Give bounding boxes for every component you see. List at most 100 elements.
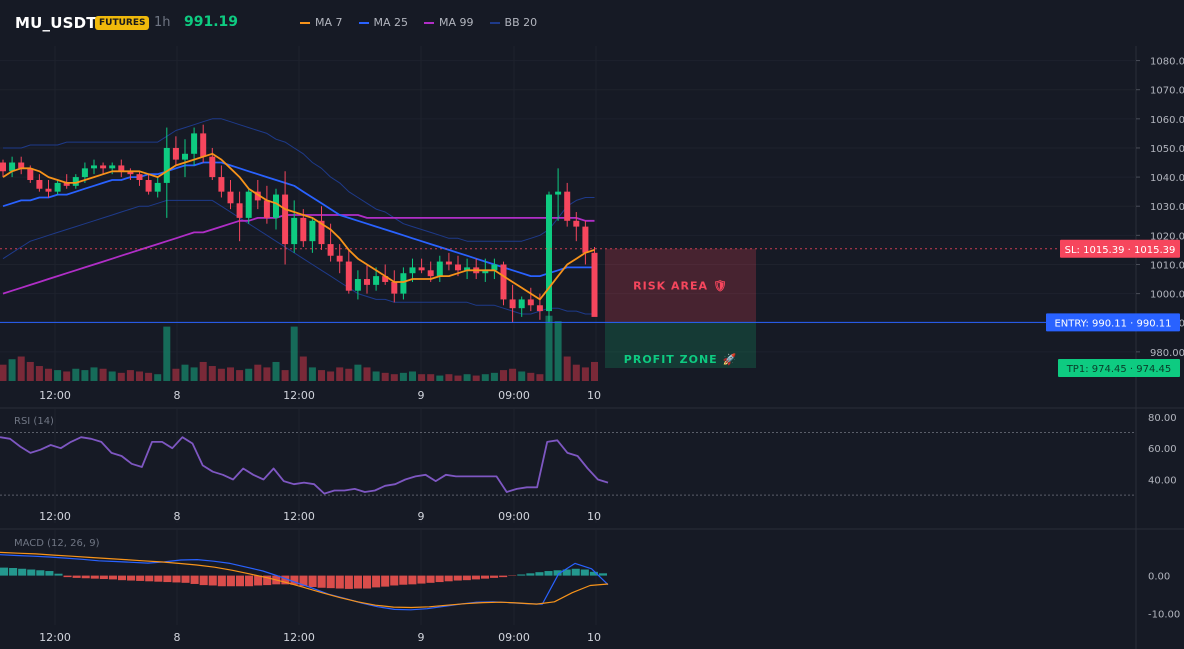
candle-body bbox=[309, 220, 316, 242]
volume-bar bbox=[345, 368, 353, 381]
macd-histogram-bar bbox=[480, 575, 490, 579]
macd-histogram-bar bbox=[226, 575, 235, 587]
volume-bar bbox=[581, 367, 589, 381]
volume-bar bbox=[481, 374, 489, 381]
macd-histogram-bar bbox=[63, 575, 72, 578]
candle-body bbox=[218, 177, 225, 192]
candle-body bbox=[91, 165, 97, 169]
macd-histogram-bar bbox=[598, 573, 607, 576]
candle-body bbox=[100, 165, 107, 169]
candles bbox=[0, 124, 598, 323]
macd-histogram-bar bbox=[72, 575, 81, 578]
volume-bar bbox=[318, 370, 325, 381]
level-label-bg bbox=[1046, 313, 1180, 332]
y-tick-label: 980.00 bbox=[1150, 348, 1184, 359]
macd-histogram-bar bbox=[136, 575, 145, 581]
candle-body bbox=[482, 270, 489, 274]
legend-item[interactable]: BB 20 bbox=[489, 16, 537, 29]
x-tick-label: 09:00 bbox=[498, 510, 530, 523]
macd-histogram-bar bbox=[372, 575, 381, 588]
volume-bar bbox=[263, 367, 271, 381]
volume-bar bbox=[399, 372, 407, 381]
volume-bar bbox=[418, 374, 426, 381]
candle-body bbox=[518, 299, 525, 309]
candle-body bbox=[591, 252, 598, 297]
volume-bar bbox=[354, 364, 362, 381]
macd-histogram-bar bbox=[462, 575, 471, 581]
volume-bar bbox=[90, 367, 98, 381]
volume-bar bbox=[272, 361, 280, 381]
x-tick-label: 09:00 bbox=[498, 631, 530, 644]
candle-body bbox=[18, 162, 25, 169]
x-tick-label: 8 bbox=[174, 389, 181, 402]
x-tick-label: 10 bbox=[587, 510, 601, 523]
volume-bar bbox=[290, 326, 298, 381]
macd-histogram-bar bbox=[535, 572, 544, 576]
bb-upper-line bbox=[3, 118, 595, 242]
x-tick-label: 10 bbox=[587, 389, 601, 402]
macd-histogram-bar bbox=[399, 575, 408, 585]
legend-item[interactable]: MA 99 bbox=[424, 16, 474, 29]
macd-histogram-bar bbox=[108, 575, 117, 580]
candle-body bbox=[354, 279, 361, 291]
candle-body bbox=[254, 191, 261, 201]
zone-area bbox=[605, 248, 756, 323]
symbol-name[interactable]: MU_USDT bbox=[15, 14, 97, 32]
macd-histogram-bar bbox=[9, 568, 18, 576]
volume-bar bbox=[518, 371, 526, 381]
candle-body bbox=[455, 264, 461, 271]
volume-bar bbox=[26, 361, 34, 381]
volume-bar bbox=[427, 374, 435, 381]
macd-histogram-bar bbox=[362, 575, 372, 589]
candle-body bbox=[445, 261, 452, 265]
volume-bar bbox=[0, 364, 7, 381]
macd-histogram-bar bbox=[199, 575, 208, 586]
level-label-text: ENTRY: 990.11 · 990.11 bbox=[1054, 318, 1171, 329]
legend-item[interactable]: MA 7 bbox=[300, 16, 343, 29]
volume-bar bbox=[154, 374, 162, 381]
x-tick-label: 12:00 bbox=[283, 389, 315, 402]
volume-bar bbox=[281, 370, 289, 381]
legend-swatch bbox=[424, 21, 435, 24]
candle-body bbox=[391, 281, 398, 294]
y-tick-label: 1030.00 bbox=[1150, 202, 1184, 213]
candle-body bbox=[500, 264, 507, 300]
candle-body bbox=[382, 276, 389, 282]
volume-bar bbox=[236, 370, 244, 381]
macd-histogram-bar bbox=[18, 568, 27, 576]
macd-histogram-bar bbox=[526, 573, 535, 576]
ma99-line bbox=[2, 214, 595, 295]
legend-label: MA 7 bbox=[315, 16, 343, 29]
candle-body bbox=[327, 244, 334, 256]
macd-histogram-bar bbox=[54, 573, 63, 576]
timeframe-label[interactable]: 1h bbox=[154, 15, 171, 30]
candle-body bbox=[464, 267, 471, 271]
zone-label: RISK AREA 🛡 bbox=[633, 280, 728, 293]
volume-bar bbox=[181, 364, 189, 381]
macd-histogram-bar bbox=[490, 575, 499, 578]
volume-bar bbox=[500, 370, 507, 381]
x-tick-label: 12:00 bbox=[283, 510, 315, 523]
volume-bar bbox=[463, 374, 471, 381]
macd-histogram-bar bbox=[453, 575, 462, 581]
candle-body bbox=[81, 168, 88, 178]
candle-body bbox=[209, 156, 216, 178]
macd-histogram-bar bbox=[571, 568, 580, 576]
candle-body bbox=[172, 147, 179, 160]
legend-item[interactable]: MA 25 bbox=[358, 16, 408, 29]
y-tick-label: 1050.00 bbox=[1150, 144, 1184, 155]
macd-histogram-bar bbox=[27, 569, 36, 576]
candle-body bbox=[9, 162, 16, 172]
candle-body bbox=[72, 177, 79, 186]
candle-body bbox=[118, 165, 125, 172]
macd-histogram-bar bbox=[499, 575, 508, 578]
volume-bar bbox=[509, 368, 517, 381]
candle-body bbox=[291, 217, 298, 245]
level-label: TP1: 974.45 · 974.45 bbox=[1058, 359, 1180, 378]
y-tick-label: 1070.00 bbox=[1150, 86, 1184, 97]
macd-histogram-bar bbox=[426, 575, 435, 583]
candle-body bbox=[418, 267, 425, 271]
volume-bar bbox=[199, 361, 207, 381]
volume-bar bbox=[490, 372, 498, 381]
